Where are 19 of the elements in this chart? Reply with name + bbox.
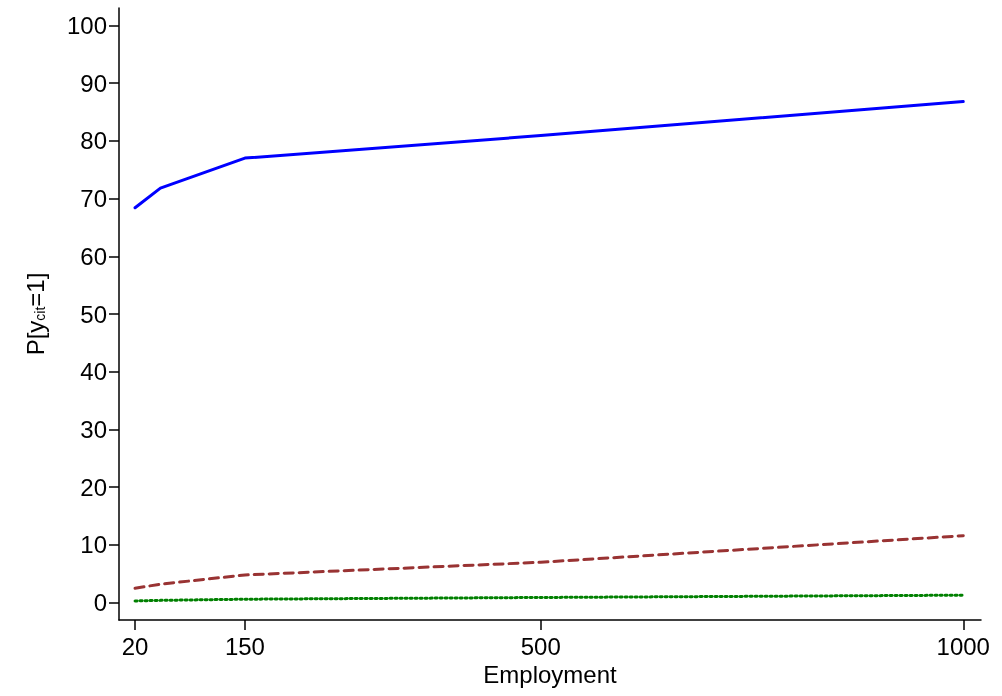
y-tick-label: 40 xyxy=(80,358,107,386)
y-tick-label: 0 xyxy=(93,589,107,617)
y-tick-label: 90 xyxy=(80,69,107,97)
y-tick-label: 70 xyxy=(80,185,107,213)
x-tick-label: 500 xyxy=(520,632,561,660)
y-tick-label: 100 xyxy=(66,11,107,39)
line-series xyxy=(133,534,965,590)
y-axis-title: P[ycit=1] xyxy=(21,272,49,356)
y-tick-label: 10 xyxy=(80,531,107,559)
y-tick-label: 20 xyxy=(80,473,107,501)
y-tick-label: 30 xyxy=(80,415,107,443)
y-tick-label: 50 xyxy=(80,300,107,328)
x-axis-title: Employment xyxy=(483,661,618,689)
x-tick-label: 1000 xyxy=(936,632,990,660)
x-tick-label: 20 xyxy=(121,632,149,660)
line-series xyxy=(133,100,965,210)
y-tick-label: 80 xyxy=(80,127,107,155)
y-tick-label: 60 xyxy=(80,242,107,270)
x-tick-label: 150 xyxy=(224,632,265,660)
